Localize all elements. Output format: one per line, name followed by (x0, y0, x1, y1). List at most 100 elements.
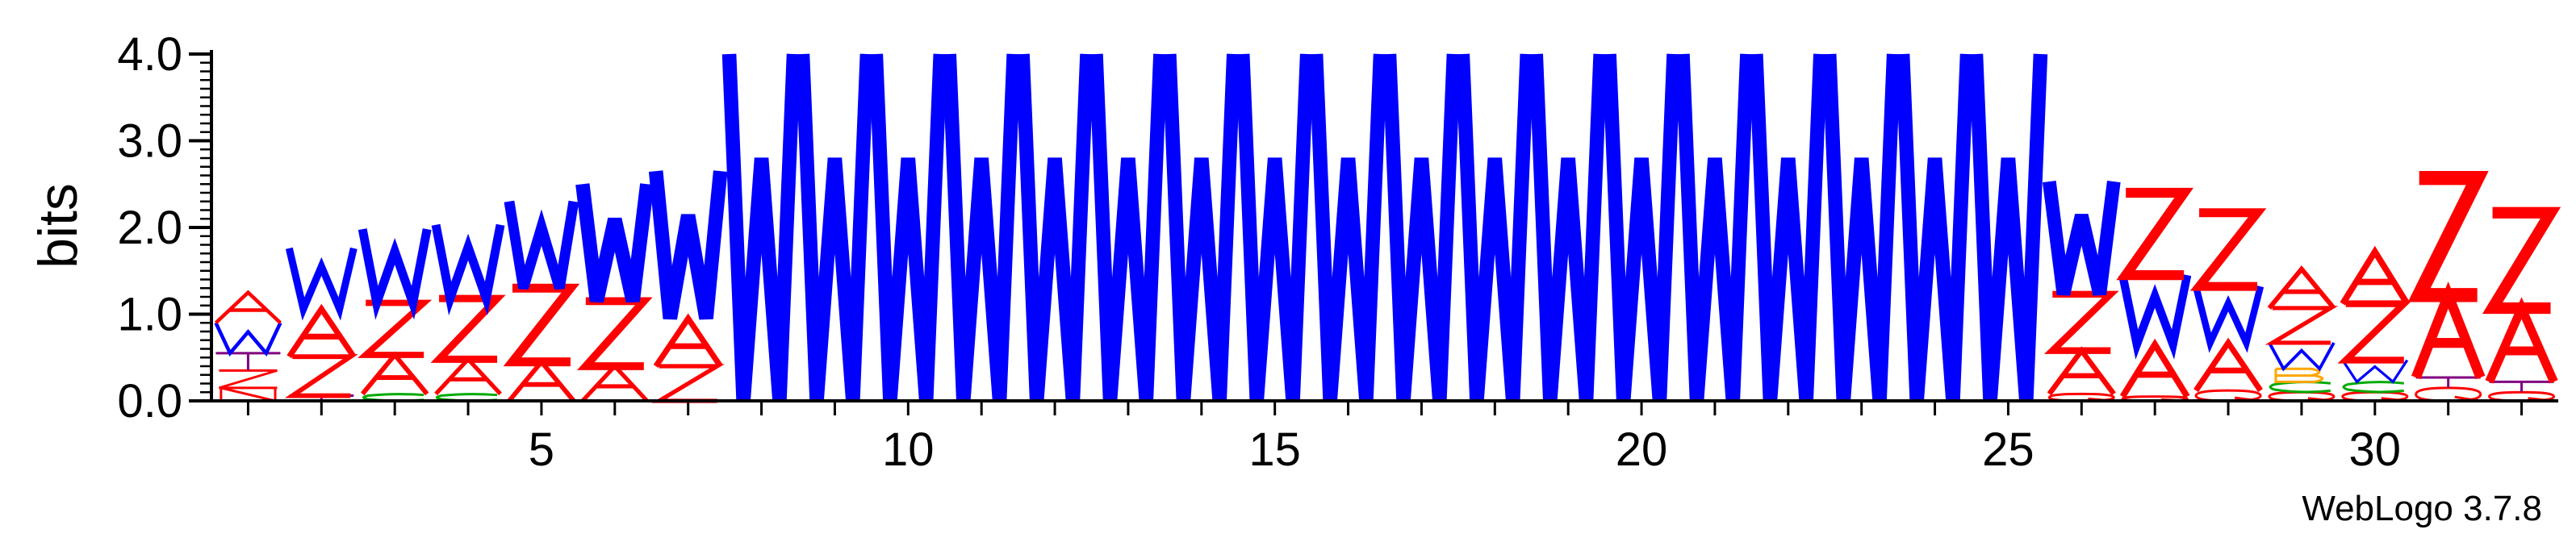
letter-A-pos-3 (362, 355, 427, 394)
letter-Z-pos-29 (2273, 308, 2331, 343)
letter-W-pos-2 (289, 248, 353, 309)
letter-A-pos-2 (289, 309, 353, 357)
letter-A-pos-7 (656, 319, 721, 366)
letter-W-pos-14 (1169, 54, 1234, 401)
letter-A-pos-5 (509, 362, 574, 401)
stack-position-8 (730, 54, 794, 401)
stack-position-18 (1462, 54, 1527, 401)
stack-position-23 (1830, 54, 1894, 401)
y-tick-label: 0.0 (117, 375, 182, 427)
letter-W-pos-4 (436, 225, 500, 298)
stack-position-1 (215, 293, 280, 401)
letter-W-pos-5 (509, 202, 574, 289)
stack-position-32 (2490, 213, 2554, 401)
letter-W-pos-25 (1976, 54, 2040, 401)
letter-W-pos-20 (1609, 54, 1674, 401)
y-tick-label: 2.0 (117, 202, 182, 254)
letter-T-pos-1 (215, 353, 280, 371)
letter-A-pos-27 (2122, 344, 2187, 397)
letter-T-pos-32 (2490, 382, 2554, 392)
letter-Z-pos-31 (2419, 178, 2478, 295)
letter-C-pos-30 (2344, 382, 2404, 392)
stack-position-6 (583, 184, 647, 401)
stack-position-26 (2049, 181, 2114, 401)
letter-A-pos-32 (2490, 308, 2554, 382)
stack-position-22 (1756, 54, 1821, 401)
letter-W-pos-19 (1536, 54, 1600, 401)
letter-N-pos-1 (221, 388, 275, 401)
stack-position-9 (802, 54, 867, 401)
stack-position-29 (2269, 269, 2334, 401)
stack-position-20 (1609, 54, 1674, 401)
stack-position-17 (1389, 54, 1453, 401)
letter-Z-pos-6 (586, 301, 644, 366)
stack-position-13 (1096, 54, 1160, 401)
letter-Z-pos-5 (512, 288, 571, 361)
stack-position-24 (1903, 54, 1968, 401)
letter-W-pos-23 (1830, 54, 1894, 401)
stack-position-10 (876, 54, 940, 401)
letter-W-pos-18 (1462, 54, 1527, 401)
letter-Z-pos-28 (2199, 213, 2257, 286)
letter-W-pos-10 (876, 54, 940, 401)
letter-C-pos-29 (2270, 382, 2331, 392)
letter-Z-pos-30 (2346, 304, 2404, 361)
letter-W-pos-26 (2049, 181, 2114, 294)
letter-W-pos-1 (215, 323, 280, 353)
letter-Z-pos-3 (366, 303, 424, 356)
letter-W-pos-30 (2343, 360, 2407, 382)
stack-position-27 (2122, 193, 2187, 401)
letter-A-pos-26 (2049, 351, 2114, 394)
letter-W-pos-15 (1243, 54, 1307, 401)
letter-W-pos-6 (583, 184, 647, 301)
y-axis: 0.0 1.0 2.0 3.0 4.0 (117, 28, 213, 427)
letter-Z-pos-4 (439, 298, 497, 359)
x-tick-label: 5 (529, 423, 554, 476)
letter-W-pos-8 (730, 54, 794, 401)
y-tick-label: 4.0 (117, 28, 182, 81)
y-tick-label: 1.0 (117, 289, 182, 341)
letter-W-pos-3 (362, 229, 427, 302)
letter-Z-pos-2 (292, 357, 350, 395)
stack-position-15 (1243, 54, 1307, 401)
stack-position-30 (2343, 252, 2407, 401)
letter-Z-pos-7 (659, 366, 717, 401)
logo-stacks (215, 54, 2553, 401)
y-tick-label: 3.0 (117, 115, 182, 168)
letter-Z-pos-27 (2126, 193, 2184, 275)
stack-position-11 (949, 54, 1014, 401)
letter-W-pos-27 (2122, 275, 2187, 344)
x-tick-label: 25 (1982, 423, 2034, 476)
x-axis: 5 10 15 20 25 30 (211, 399, 2558, 476)
stack-position-5 (509, 202, 574, 401)
letter-W-pos-21 (1683, 54, 1747, 401)
letter-W-pos-9 (802, 54, 867, 401)
letter-W-pos-16 (1316, 54, 1381, 401)
letter-W-pos-28 (2196, 286, 2260, 343)
letter-W-pos-13 (1096, 54, 1160, 401)
letter-A-pos-4 (436, 359, 500, 394)
x-tick-label: 20 (1616, 423, 1668, 476)
letter-W-pos-11 (949, 54, 1014, 401)
letter-A-pos-28 (2196, 343, 2260, 390)
letter-Z-pos-1 (219, 370, 277, 388)
letter-Z-pos-26 (2052, 294, 2110, 351)
stack-position-31 (2416, 178, 2481, 401)
x-tick-label: 10 (882, 423, 935, 476)
letter-Z-pos-32 (2493, 213, 2551, 308)
letter-W-pos-17 (1389, 54, 1453, 401)
letter-W-pos-12 (1022, 54, 1087, 401)
letter-W-pos-24 (1903, 54, 1968, 401)
letter-A-pos-29 (2269, 269, 2334, 308)
letter-T-pos-31 (2416, 377, 2481, 388)
letter-A-pos-1 (215, 293, 280, 323)
y-axis-label: bits (27, 183, 89, 269)
stack-position-14 (1169, 54, 1234, 401)
letter-A-pos-31 (2416, 295, 2481, 377)
stack-position-19 (1536, 54, 1600, 401)
stack-position-2 (289, 248, 353, 401)
x-tick-label: 30 (2349, 423, 2402, 476)
letter-B-pos-29 (2276, 369, 2323, 382)
stack-position-25 (1976, 54, 2040, 401)
stack-position-7 (656, 171, 721, 401)
